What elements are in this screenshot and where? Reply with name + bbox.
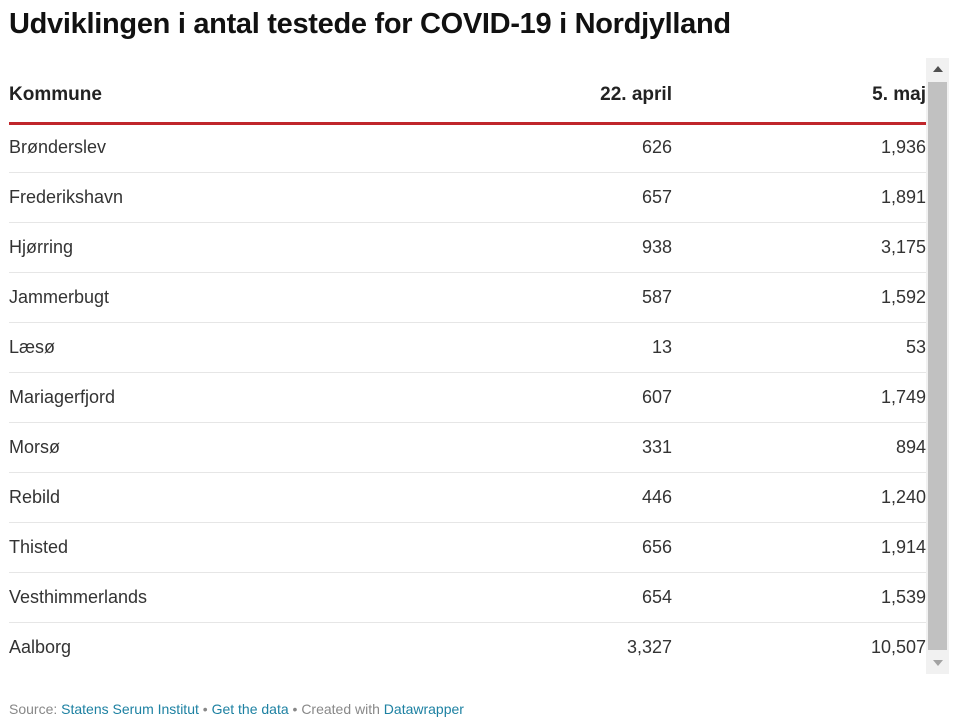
table-row: Morsø 331 894 [9,423,926,473]
arrow-up-icon [933,66,943,72]
separator: • [292,701,298,717]
cell-kommune: Morsø [9,437,60,457]
created-with-label: Created with [301,701,380,717]
source-label: Source: [9,701,58,717]
cell-22-april: 13 [651,337,672,357]
cell-5-maj: 1,936 [880,137,926,157]
arrow-down-icon [933,660,943,666]
get-data-link[interactable]: Get the data [211,701,289,717]
cell-kommune: Læsø [9,337,56,357]
data-table: Kommune 22. april 5. maj Brønderslev 626… [9,58,926,674]
cell-5-maj: 894 [895,437,926,457]
cell-22-april: 331 [641,437,672,457]
cell-5-maj: 1,914 [880,537,926,557]
cell-kommune: Vesthimmerlands [9,587,148,607]
cell-5-maj: 3,175 [880,237,926,257]
column-header-kommune[interactable]: Kommune [9,84,102,105]
table-row: Læsø 13 53 [9,323,926,373]
cell-22-april: 938 [641,237,672,257]
cell-22-april: 657 [641,187,672,207]
table-row: Hjørring 938 3,175 [9,223,926,273]
cell-5-maj: 1,240 [880,487,926,507]
cell-5-maj: 10,507 [870,637,926,657]
cell-5-maj: 1,592 [880,287,926,307]
datawrapper-link[interactable]: Datawrapper [383,701,464,717]
cell-5-maj: 1,749 [880,387,926,407]
cell-22-april: 3,327 [626,637,672,657]
cell-22-april: 656 [641,537,672,557]
vertical-scrollbar[interactable] [926,58,949,674]
scroll-up-button[interactable] [926,58,949,80]
cell-5-maj: 1,891 [880,187,926,207]
cell-kommune: Thisted [9,537,69,557]
table-row: Thisted 656 1,914 [9,523,926,573]
cell-kommune: Frederikshavn [9,187,124,207]
cell-22-april: 654 [641,587,672,607]
cell-22-april: 587 [641,287,672,307]
column-header-22-april[interactable]: 22. april [600,84,672,105]
cell-22-april: 607 [641,387,672,407]
source-link[interactable]: Statens Serum Institut [61,701,199,717]
cell-kommune: Hjørring [9,237,74,257]
cell-kommune: Aalborg [9,637,72,657]
separator: • [202,701,208,717]
cell-kommune: Jammerbugt [9,287,110,307]
column-header-5-maj[interactable]: 5. maj [872,84,926,105]
cell-5-maj: 1,539 [880,587,926,607]
table-row: Aalborg 3,327 10,507 [9,623,926,672]
table-row: Mariagerfjord 607 1,749 [9,373,926,423]
chart-title: Udviklingen i antal testede for COVID-19… [9,8,731,40]
table-row: Rebild 446 1,240 [9,473,926,523]
table-row: Brønderslev 626 1,936 [9,123,926,173]
cell-kommune: Brønderslev [9,137,107,157]
table-row: Jammerbugt 587 1,592 [9,273,926,323]
cell-5-maj: 53 [905,337,926,357]
scroll-down-button[interactable] [926,652,949,674]
cell-kommune: Rebild [9,487,61,507]
cell-22-april: 626 [641,137,672,157]
table-header: Kommune 22. april 5. maj [9,58,926,125]
cell-kommune: Mariagerfjord [9,387,116,407]
table-row: Vesthimmerlands 654 1,539 [9,573,926,623]
scrollbar-thumb[interactable] [928,82,947,650]
table-row: Frederikshavn 657 1,891 [9,173,926,223]
table-body: Brønderslev 626 1,936 Frederikshavn 657 … [9,123,926,672]
footer: Source: Statens Serum Institut • Get the… [9,701,464,717]
cell-22-april: 446 [641,487,672,507]
